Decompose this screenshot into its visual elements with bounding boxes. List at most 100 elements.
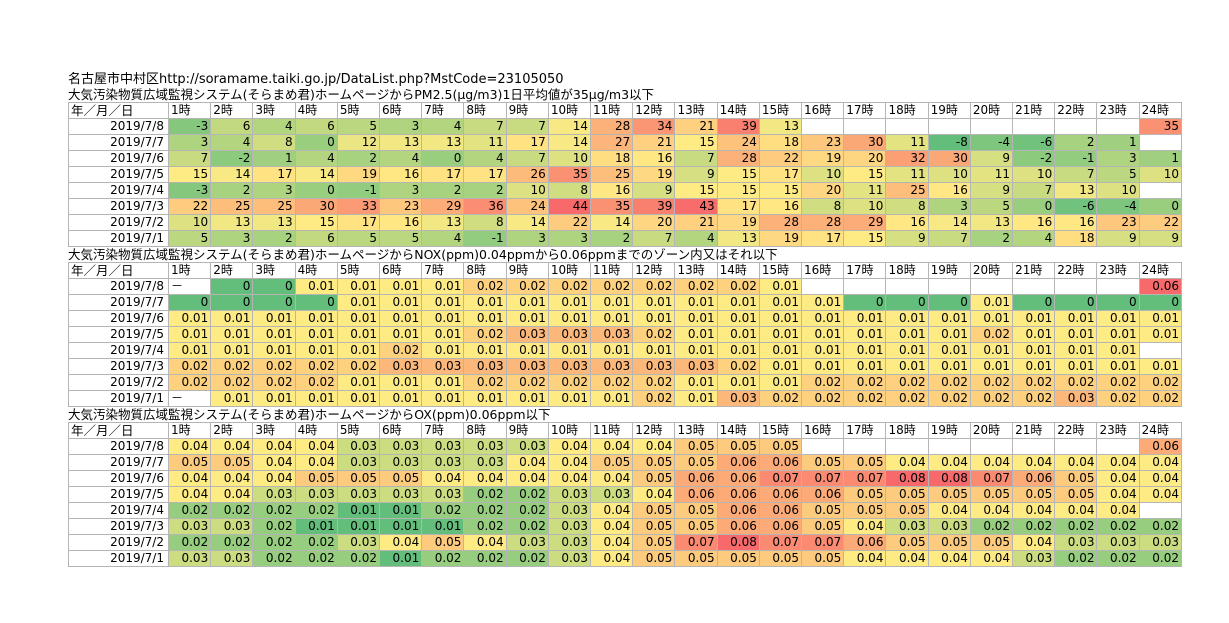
value-cell: 23 (801, 134, 845, 151)
value-cell: 19 (758, 230, 803, 247)
missing-cell: － (167, 390, 212, 407)
value-cell: 0.01 (167, 326, 212, 343)
value-cell: 0.03 (547, 534, 592, 551)
header-hour: 8時 (463, 262, 507, 279)
value-cell: 17 (801, 230, 845, 247)
value-cell: 0.01 (927, 342, 971, 359)
header-hour: 3時 (252, 262, 296, 279)
value-cell: 0.02 (167, 502, 212, 519)
value-cell: 0.03 (547, 486, 592, 503)
value-cell: 0.01 (590, 310, 634, 327)
value-cell: 20 (632, 214, 676, 231)
value-cell: 16 (379, 214, 423, 231)
value-cell: 35 (547, 166, 592, 183)
value-cell: 0.06 (1138, 438, 1183, 455)
value-cell: 0.05 (674, 518, 718, 535)
value-cell: 10 (505, 182, 549, 199)
value-cell: 15 (716, 182, 760, 199)
value-cell: 0.02 (969, 326, 1014, 343)
value-cell: -3 (167, 118, 212, 135)
row-date: 2019/7/3 (68, 198, 169, 215)
value-cell: 0.05 (969, 534, 1014, 551)
value-cell: 0.01 (547, 342, 592, 359)
value-cell: 0.04 (590, 534, 634, 551)
header-hour: 9時 (505, 262, 549, 279)
header-hour: 6時 (379, 262, 423, 279)
value-cell: -6 (1054, 198, 1098, 215)
value-cell: 0.03 (547, 502, 592, 519)
value-cell: 0.02 (547, 374, 592, 391)
header-hour: 13時 (674, 102, 718, 119)
value-cell: 0.01 (379, 278, 423, 295)
value-cell: 0.02 (674, 278, 718, 295)
value-cell: 14 (505, 214, 549, 231)
table-row: 2019/7/8 － 0 0 0.01 0.01 0.01 0.01 0.02 0.02 0.02 0… (68, 278, 1183, 295)
value-cell: 0.05 (969, 486, 1014, 503)
empty-cell (843, 278, 887, 295)
value-cell: 0.03 (167, 518, 212, 535)
value-cell: 0.01 (294, 390, 338, 407)
value-cell: 0.04 (969, 550, 1014, 567)
header-hour: 8時 (463, 102, 507, 119)
value-cell: 0 (843, 294, 887, 311)
data-sections: 大気汚染物質広域監視システム(そらまめ君)ホームページからPM2.5(μg/m3… (68, 87, 1183, 567)
value-cell: 0.01 (885, 358, 929, 375)
value-cell: 0.01 (716, 310, 760, 327)
table-row: 2019/7/5 15 14 17 14 19 16 17 17 26 35 25 19 9 15 17 10 1… (68, 166, 1183, 183)
header-hour: 22時 (1054, 422, 1098, 439)
value-cell: 0.06 (1012, 470, 1056, 487)
value-cell: 0.01 (801, 326, 845, 343)
value-cell: 0.01 (674, 310, 718, 327)
header-hour: 19時 (927, 262, 971, 279)
row-date: 2019/7/3 (68, 358, 169, 375)
value-cell: 0.01 (632, 342, 676, 359)
value-cell: 0.05 (632, 550, 676, 567)
value-cell: 0.01 (716, 294, 760, 311)
value-cell: 0.06 (758, 518, 803, 535)
value-cell: 0.01 (885, 342, 929, 359)
value-cell: 0.04 (590, 438, 634, 455)
value-cell: 0.03 (590, 326, 634, 343)
value-cell: 13 (252, 214, 296, 231)
value-cell: 20 (801, 182, 845, 199)
row-date: 2019/7/5 (68, 486, 169, 503)
value-cell: -4 (1096, 198, 1140, 215)
value-cell: 0 (252, 278, 296, 295)
value-cell: 15 (843, 166, 887, 183)
value-cell: 0.01 (674, 326, 718, 343)
value-cell: 0.04 (463, 534, 507, 551)
value-cell: 17 (505, 134, 549, 151)
value-cell: 9 (969, 150, 1014, 167)
value-cell: 0.05 (801, 518, 845, 535)
data-table: 年／月／日 1時 2時 3時 4時 5時 6時 7時 8時 9時 10時 11時 12時 13時 14時 15… (68, 262, 1183, 407)
value-cell: 22 (167, 198, 212, 215)
value-cell: 21 (674, 118, 718, 135)
value-cell: 0.04 (590, 550, 634, 567)
value-cell: 0.01 (885, 326, 929, 343)
value-cell: 14 (547, 118, 592, 135)
value-cell: 0.01 (336, 310, 381, 327)
value-cell: 13 (210, 214, 254, 231)
value-cell: 22 (1138, 214, 1183, 231)
value-cell: 0 (210, 278, 254, 295)
value-cell: 0.06 (716, 486, 760, 503)
value-cell: 0.02 (969, 390, 1014, 407)
value-cell: 0.01 (1138, 358, 1183, 375)
value-cell: 0.04 (210, 470, 254, 487)
value-cell: 0.02 (421, 502, 465, 519)
value-cell: 29 (421, 198, 465, 215)
value-cell: 0.01 (801, 294, 845, 311)
empty-cell (1012, 118, 1056, 135)
value-cell: -1 (336, 182, 381, 199)
value-cell: 0.02 (801, 390, 845, 407)
value-cell: 0.06 (801, 486, 845, 503)
value-cell: 0.01 (167, 342, 212, 359)
empty-cell (885, 278, 929, 295)
value-cell: 0.02 (1054, 374, 1098, 391)
value-cell: 0.01 (421, 518, 465, 535)
value-cell: 16 (379, 166, 423, 183)
value-cell: 0.02 (421, 550, 465, 567)
value-cell: 0.02 (463, 486, 507, 503)
header-hour: 24時 (1138, 262, 1183, 279)
table-row: 2019/7/3 0.03 0.03 0.02 0.01 0.01 0.01 0.01 0.02… (68, 518, 1183, 535)
